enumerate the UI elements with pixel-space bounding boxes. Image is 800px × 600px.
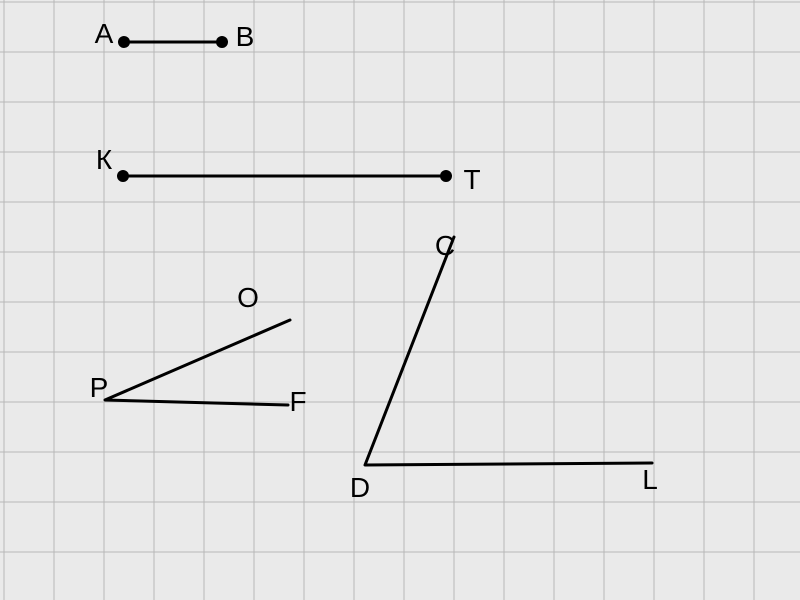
label-T: Т (463, 164, 480, 196)
label-K: К (96, 144, 112, 176)
point-K (117, 170, 129, 182)
label-A: А (95, 18, 114, 50)
label-F: F (289, 386, 306, 418)
label-L: L (642, 464, 658, 496)
point-T (440, 170, 452, 182)
label-C: С (435, 230, 455, 262)
angle-POF (105, 320, 290, 405)
label-B: В (236, 21, 255, 53)
point-B (216, 36, 228, 48)
geometry-diagram (0, 0, 800, 600)
point-A (118, 36, 130, 48)
label-O: О (237, 282, 259, 314)
label-P: Р (90, 372, 109, 404)
label-D: D (350, 472, 370, 504)
angle-CDL (365, 237, 652, 465)
